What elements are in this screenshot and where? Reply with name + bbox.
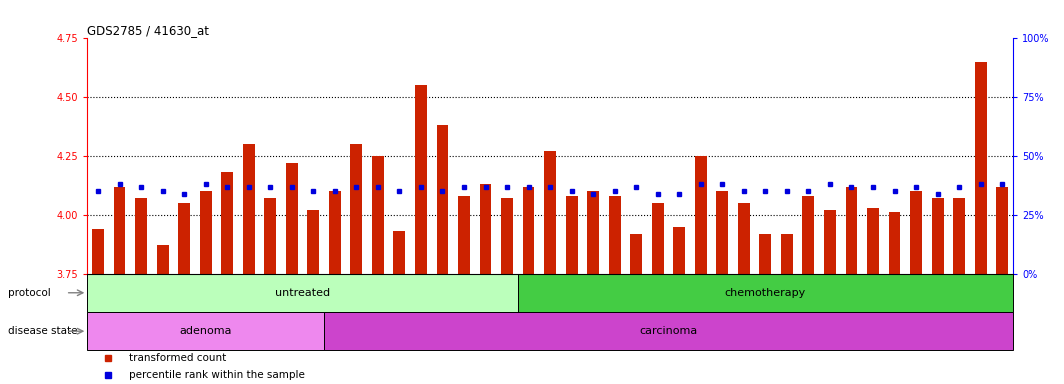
Bar: [824, 210, 836, 273]
Text: adenoma: adenoma: [180, 326, 232, 336]
Bar: [394, 231, 405, 273]
Text: untreated: untreated: [275, 288, 330, 298]
Bar: [178, 203, 190, 273]
Bar: [243, 144, 254, 273]
Bar: [781, 233, 793, 273]
Bar: [415, 85, 427, 273]
Bar: [114, 187, 126, 273]
Bar: [544, 151, 556, 273]
Text: carcinoma: carcinoma: [639, 326, 698, 336]
Text: GDS2785 / 41630_at: GDS2785 / 41630_at: [87, 24, 210, 37]
Bar: [846, 187, 858, 273]
Text: disease state: disease state: [7, 326, 77, 336]
Text: chemotherapy: chemotherapy: [725, 288, 807, 298]
Bar: [760, 233, 771, 273]
Bar: [953, 198, 965, 273]
Bar: [716, 191, 728, 273]
Bar: [501, 198, 513, 273]
Bar: [609, 196, 620, 273]
Bar: [480, 184, 492, 273]
Bar: [87, 273, 518, 312]
Bar: [566, 196, 578, 273]
Bar: [93, 229, 104, 273]
Bar: [87, 312, 325, 351]
Bar: [459, 196, 470, 273]
Bar: [522, 187, 534, 273]
Bar: [135, 198, 147, 273]
Bar: [307, 210, 319, 273]
Bar: [587, 191, 599, 273]
Bar: [888, 212, 900, 273]
Bar: [674, 227, 685, 273]
Bar: [802, 196, 814, 273]
Bar: [652, 203, 664, 273]
Bar: [867, 208, 879, 273]
Text: percentile rank within the sample: percentile rank within the sample: [129, 370, 304, 380]
Bar: [518, 273, 1013, 312]
Bar: [221, 172, 233, 273]
Bar: [695, 156, 706, 273]
Bar: [156, 245, 168, 273]
Bar: [910, 191, 922, 273]
Bar: [200, 191, 212, 273]
Bar: [286, 163, 298, 273]
Bar: [372, 156, 384, 273]
Bar: [329, 191, 340, 273]
Bar: [996, 187, 1008, 273]
Text: transformed count: transformed count: [129, 353, 227, 363]
Bar: [264, 198, 277, 273]
Bar: [932, 198, 944, 273]
Text: protocol: protocol: [7, 288, 50, 298]
Bar: [630, 233, 642, 273]
Bar: [350, 144, 362, 273]
Bar: [738, 203, 750, 273]
Bar: [325, 312, 1013, 351]
Bar: [436, 126, 448, 273]
Bar: [975, 62, 986, 273]
